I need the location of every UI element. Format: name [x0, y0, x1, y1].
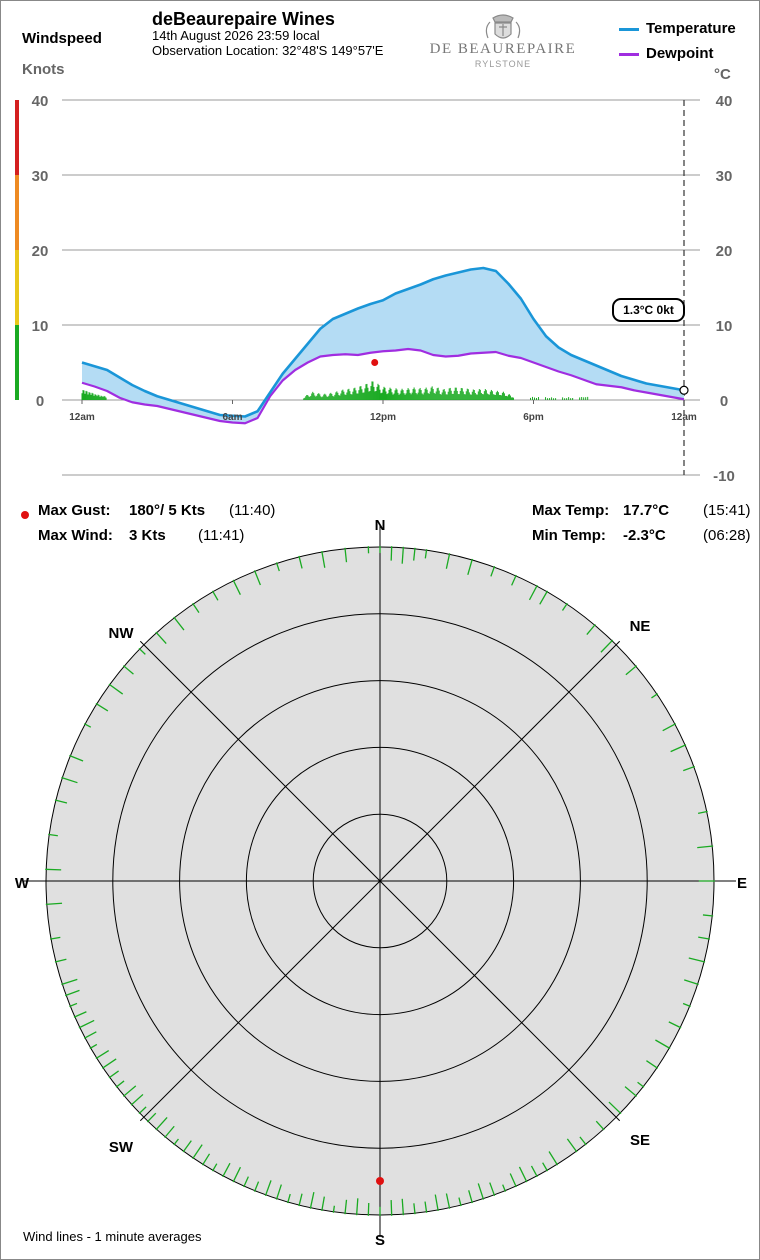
wind-scale-color-bar [15, 100, 19, 400]
max-temp-label: Max Temp: [532, 502, 610, 519]
logo-subtitle: RYLSTONE [475, 59, 531, 69]
legend-dewpoint-label: Dewpoint [646, 45, 714, 62]
max-temp-value: 17.7°C [623, 502, 670, 519]
crest-icon [485, 14, 521, 39]
chart-series [81, 266, 689, 425]
windspeed-axis-unit: Knots [22, 61, 65, 78]
temperature-axis-unit: °C [714, 66, 731, 83]
dewpoint-line [81, 347, 685, 425]
max-wind-value: 3 Kts [129, 527, 166, 544]
max-gust-value: 180°/ 5 Kts [129, 502, 206, 519]
min-temp-time: (06:28) [703, 527, 751, 544]
wind-tick-label: 20 [32, 243, 49, 260]
temp-tick-label: 10 [716, 318, 733, 335]
time-tick-label: 12am [671, 412, 697, 423]
max-gust-time: (11:40) [229, 502, 276, 519]
wind-tick-label: 10 [32, 318, 49, 335]
windspeed-axis-title: Windspeed [22, 30, 102, 47]
de-beaurepaire-logo: DE BEAUREPAIRE RYLSTONE [430, 14, 577, 69]
max-wind-label: Max Wind: [38, 527, 113, 544]
legend-temperature-label: Temperature [646, 20, 736, 37]
max-gust-label: Max Gust: [38, 502, 111, 519]
wind-band-30-40 [15, 100, 19, 175]
wind-tick-label: 40 [32, 93, 49, 110]
min-temp-value: -2.3°C [623, 527, 666, 544]
temp-tick-label: -10 [713, 468, 735, 485]
legend-dewpoint-swatch [619, 53, 639, 56]
temp-tick-label: 30 [716, 168, 733, 185]
current-readout-group: 1.3°C 0kt [612, 298, 685, 322]
max-wind-time: (11:41) [198, 527, 245, 544]
time-tick-label: 12am [69, 412, 95, 423]
time-tick-label: 6am [222, 412, 242, 423]
observation-datetime: 14th August 2026 23:59 local [152, 28, 320, 43]
temp-tick-label: 40 [716, 93, 733, 110]
temperature-line [81, 266, 685, 418]
min-temp-label: Min Temp: [532, 527, 606, 544]
current-readout-box [612, 298, 685, 322]
temp-tick-label: 20 [716, 243, 733, 260]
axis-tick-labels: -10 0 10 20 30 40 0 10 20 30 40 12am 6am 12pm 6pm 12am [32, 93, 735, 485]
current-readout-text: 1.3°C 0kt [623, 303, 674, 317]
logo-wordmark: DE BEAUREPAIRE [430, 41, 577, 57]
wind-bars [81, 381, 589, 400]
wind-band-10-20 [15, 250, 19, 325]
max-temp-time: (15:41) [703, 502, 751, 519]
max-gust-marker-icon [20, 507, 30, 519]
wind-band-0-10 [15, 325, 19, 400]
temp-tick-label: 0 [720, 393, 728, 410]
wind-tick-label: 0 [36, 393, 44, 410]
temperature-dewpoint-fill [82, 268, 684, 424]
footnote: Wind lines - 1 minute averages [23, 1229, 202, 1244]
max-gust-marker [371, 359, 379, 366]
time-tick-label: 6pm [523, 412, 544, 423]
temp-dew-band [82, 268, 684, 424]
wind-tick-label: 30 [32, 168, 49, 185]
page-title: deBeaurepaire Wines [152, 9, 335, 29]
wind-band-20-30 [15, 175, 19, 250]
observation-location: Observation Location: 32°48'S 149°57'E [152, 43, 384, 58]
current-point-marker [679, 385, 689, 395]
legend-temperature-swatch [619, 28, 639, 31]
time-tick-label: 12pm [370, 412, 396, 423]
